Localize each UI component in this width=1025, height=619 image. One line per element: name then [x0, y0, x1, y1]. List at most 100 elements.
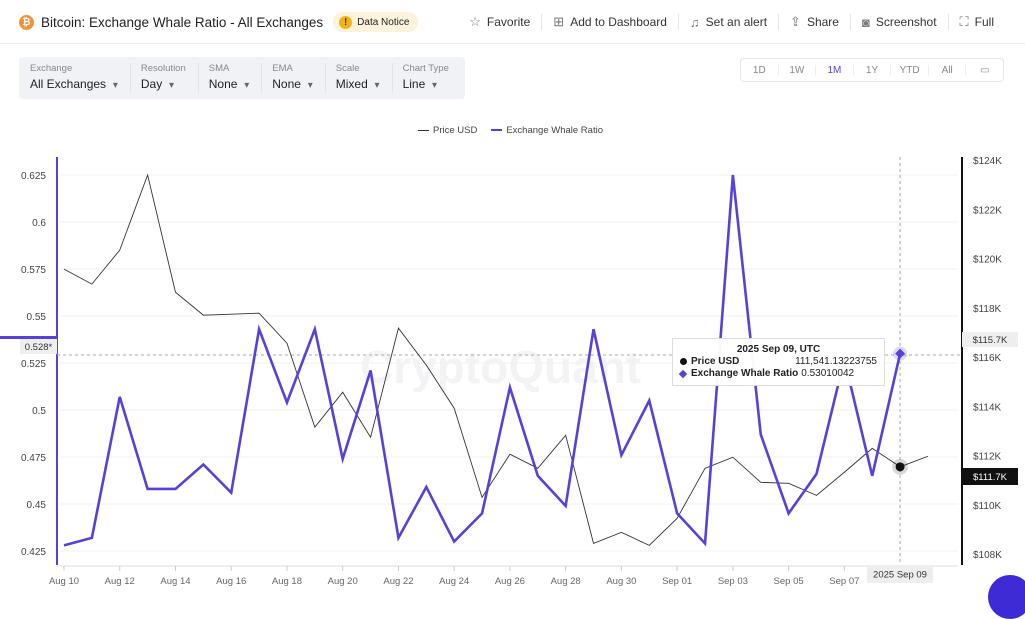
control-value: Mixed — [336, 77, 380, 91]
sma-select[interactable]: SMA None — [209, 63, 263, 93]
right-tick-label: $124K — [973, 156, 1002, 167]
left-axis-marker — [0, 336, 57, 339]
x-tick-label: Sep 07 — [829, 576, 859, 587]
price-hover-dot — [895, 462, 905, 472]
add-to-dashboard-label: Add to Dashboard — [570, 15, 667, 29]
resolution-select[interactable]: Resolution Day — [141, 63, 199, 93]
x-tick-label: Sep 05 — [774, 576, 804, 587]
chart-canvas[interactable]: 0.425 0.45 0.475 0.5 0.525 0.55 0.575 0.6 0.625 $… — [0, 0, 1025, 600]
warning-icon: ! — [339, 15, 353, 29]
tooltip-ratio-value: 0.53010042 — [801, 368, 855, 379]
whale-ratio-line — [63, 174, 902, 547]
control-label: Exchange — [30, 63, 73, 74]
right-crosshair-label-bg — [962, 332, 1018, 347]
data-notice-label: Data Notice — [357, 16, 410, 28]
legend-price[interactable]: Price USD — [418, 125, 477, 136]
legend-price-label: Price USD — [433, 125, 478, 136]
x-tick-label: Aug 24 — [439, 576, 469, 587]
exchange-select[interactable]: Exchange All Exchanges — [30, 63, 131, 93]
control-value: None — [272, 77, 313, 91]
right-tick-label: $116K — [973, 353, 1002, 364]
control-label: SMA — [208, 63, 230, 74]
x-tick-label: Aug 20 — [328, 576, 358, 587]
calendar-icon[interactable]: ▭ — [965, 64, 1003, 76]
range-all[interactable]: All — [927, 64, 966, 76]
legend-ratio[interactable]: Exchange Whale Ratio — [491, 125, 603, 136]
range-1m[interactable]: 1M — [815, 64, 853, 76]
page-title: Bitcoin: Exchange Whale Ratio - All Exch… — [41, 14, 324, 30]
control-label: Resolution — [140, 63, 186, 74]
x-crosshair-label-bg — [867, 565, 933, 583]
bitcoin-icon: ₿ — [19, 14, 34, 30]
screenshot-button[interactable]: ◙ Screenshot — [849, 14, 948, 30]
left-tick-label: 0.525 — [21, 359, 46, 370]
x-tick-label: Aug 10 — [49, 576, 79, 587]
price-dot-icon — [680, 358, 687, 365]
current-price-label: $111.7K — [973, 472, 1008, 483]
x-tick-label: Aug 26 — [495, 576, 525, 587]
x-tick-label: Sep 03 — [718, 576, 748, 587]
chart-type-select[interactable]: Chart Type Line — [403, 63, 461, 93]
set-alert-button[interactable]: ♫ Set an alert — [677, 14, 778, 30]
fullscreen-icon: ⛶ — [959, 14, 969, 29]
header: ₿ Bitcoin: Exchange Whale Ratio - All Ex… — [0, 0, 1025, 44]
tooltip-title: 2025 Sep 09, UTC — [736, 344, 821, 355]
left-tick-label: 0.45 — [27, 500, 47, 511]
set-alert-label: Set an alert — [705, 15, 768, 29]
data-notice-button[interactable]: ! Data Notice — [333, 12, 419, 32]
scale-select[interactable]: Scale Mixed — [336, 63, 393, 93]
price-line — [63, 173, 929, 546]
x-tick-label: Aug 22 — [383, 576, 413, 587]
right-tick-label: $110K — [973, 501, 1002, 512]
left-tick-label: 0.475 — [21, 453, 46, 464]
add-to-dashboard-button[interactable]: ⊞ Add to Dashboard — [541, 14, 678, 30]
range-1y[interactable]: 1Y — [852, 64, 891, 76]
x-tick-label: Aug 12 — [105, 576, 135, 587]
tooltip-price-value: 111,541.13223755 — [795, 356, 877, 367]
left-tick-label: 0.5 — [32, 406, 46, 417]
left-tick-label: 0.55 — [27, 312, 47, 323]
x-tick-label: Aug 16 — [216, 576, 246, 587]
tooltip-price-label: Price USD — [691, 356, 740, 367]
bell-icon: ♫ — [689, 14, 700, 30]
right-tick-label: $118K — [973, 304, 1002, 315]
x-crosshair-label: 2025 Sep 09 — [873, 570, 927, 581]
right-tick-label: $120K — [973, 255, 1002, 266]
chat-button[interactable] — [988, 575, 1025, 619]
ema-select[interactable]: EMA None — [272, 63, 326, 93]
x-tick-label: Sep 01 — [662, 576, 692, 587]
screenshot-label: Screenshot — [875, 15, 937, 29]
left-tick-label: 0.575 — [21, 265, 46, 276]
range-1d[interactable]: 1D — [752, 64, 766, 76]
watermark: CryptoQuant — [360, 341, 642, 393]
left-crosshair-label: 0.528* — [25, 342, 53, 353]
x-tick-label: Aug 18 — [272, 576, 302, 587]
tooltip-ratio-label: Exchange Whale Ratio — [691, 368, 799, 379]
title-group: ₿ Bitcoin: Exchange Whale Ratio - All Ex… — [19, 12, 419, 32]
range-1w[interactable]: 1W — [777, 64, 816, 76]
control-label: EMA — [272, 63, 293, 74]
control-value: Day — [141, 77, 186, 91]
right-tick-label: $122K — [973, 205, 1002, 216]
ratio-diamond-icon — [678, 369, 688, 378]
star-icon: ☆ — [469, 14, 481, 29]
tooltip: 2025 Sep 09, UTC Price USD 111,541.132237… — [672, 338, 885, 386]
chart-controls: Exchange All Exchanges Resolution Day SMA N… — [19, 57, 465, 99]
x-tick-label: Aug 30 — [606, 576, 636, 587]
share-icon: ⇪ — [790, 14, 801, 29]
share-button[interactable]: ⇪ Share — [778, 14, 850, 30]
range-ytd[interactable]: YTD — [890, 64, 928, 76]
fullscreen-button[interactable]: ⛶ Full — [947, 14, 1005, 30]
left-tick-label: 0.425 — [21, 547, 46, 558]
control-value: All Exchanges — [30, 77, 118, 91]
left-tick-label: 0.6 — [32, 218, 46, 229]
camera-icon: ◙ — [861, 14, 870, 30]
favorite-button[interactable]: ☆ Favorite — [458, 14, 541, 30]
x-tick-label: Aug 14 — [160, 576, 190, 587]
right-crosshair-label: $115.7K — [973, 335, 1008, 346]
left-crosshair-label-bg — [20, 339, 57, 354]
control-value: None — [209, 77, 250, 91]
right-tick-label: $114K — [973, 402, 1002, 413]
legend-ratio-label: Exchange Whale Ratio — [506, 125, 603, 136]
right-tick-label: $108K — [973, 550, 1002, 561]
